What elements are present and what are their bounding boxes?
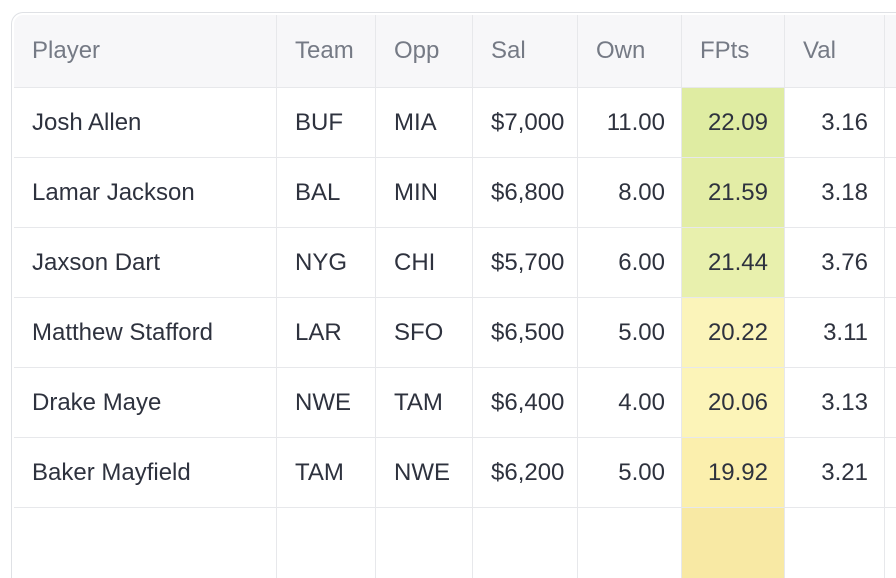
- column-header-player[interactable]: Player: [14, 15, 277, 88]
- column-header-opp[interactable]: Opp: [376, 15, 473, 88]
- cell-ownership: 11.00: [578, 88, 682, 158]
- cell-val: 3.13: [785, 368, 885, 438]
- cell-extra: [885, 158, 896, 228]
- cell-player: Drake Maye: [14, 368, 277, 438]
- cell-fpts: 22.09: [682, 88, 785, 158]
- cell-ownership: 8.00: [578, 158, 682, 228]
- table-row[interactable]: Baker Mayfield TAM NWE $6,200 5.00 19.92…: [14, 438, 896, 508]
- cell-fpts: 21.44: [682, 228, 785, 298]
- table-row[interactable]: Lamar Jackson BAL MIN $6,800 8.00 21.59 …: [14, 158, 896, 228]
- table-row[interactable]: Josh Allen BUF MIA $7,000 11.00 22.09 3.…: [14, 88, 896, 158]
- cell-val: 3.16: [785, 88, 885, 158]
- cell-salary: $6,800: [473, 158, 578, 228]
- cell-fpts: 20.06: [682, 368, 785, 438]
- cell-salary: $6,200: [473, 438, 578, 508]
- cell-player: Jaxson Dart: [14, 228, 277, 298]
- cell-player: Josh Allen: [14, 88, 277, 158]
- cell-salary: $6,400: [473, 368, 578, 438]
- cell-opp: [376, 508, 473, 578]
- table-row[interactable]: Jaxson Dart NYG CHI $5,700 6.00 21.44 3.…: [14, 228, 896, 298]
- cell-val: 3.18: [785, 158, 885, 228]
- cell-ownership: 6.00: [578, 228, 682, 298]
- cell-player: Lamar Jackson: [14, 158, 277, 228]
- column-header-own[interactable]: Own: [578, 15, 682, 88]
- cell-player: Matthew Stafford: [14, 298, 277, 368]
- cell-ownership: 4.00: [578, 368, 682, 438]
- cell-val: 3.21: [785, 438, 885, 508]
- cell-opp: NWE: [376, 438, 473, 508]
- cell-fpts: [682, 508, 785, 578]
- table-header-row: Player Team Opp Sal Own FPts Val: [14, 15, 896, 88]
- cell-extra: [885, 438, 896, 508]
- cell-opp: TAM: [376, 368, 473, 438]
- cell-val: [785, 508, 885, 578]
- cell-opp: SFO: [376, 298, 473, 368]
- column-header-extra: [885, 15, 896, 88]
- table-row[interactable]: Drake Maye NWE TAM $6,400 4.00 20.06 3.1…: [14, 368, 896, 438]
- cell-salary: $7,000: [473, 88, 578, 158]
- cell-team: TAM: [277, 438, 376, 508]
- cell-fpts: 21.59: [682, 158, 785, 228]
- cell-extra: [885, 368, 896, 438]
- column-header-salary[interactable]: Sal: [473, 15, 578, 88]
- cell-ownership: 5.00: [578, 438, 682, 508]
- cell-fpts: 20.22: [682, 298, 785, 368]
- cell-team: NWE: [277, 368, 376, 438]
- cell-extra: [885, 88, 896, 158]
- cell-player: Baker Mayfield: [14, 438, 277, 508]
- cell-val: 3.76: [785, 228, 885, 298]
- table-row[interactable]: Matthew Stafford LAR SFO $6,500 5.00 20.…: [14, 298, 896, 368]
- cell-val: 3.11: [785, 298, 885, 368]
- cell-opp: CHI: [376, 228, 473, 298]
- player-projections-table: Player Team Opp Sal Own FPts Val Josh Al…: [14, 15, 896, 578]
- column-header-team[interactable]: Team: [277, 15, 376, 88]
- cell-extra: [885, 298, 896, 368]
- cell-team: LAR: [277, 298, 376, 368]
- column-header-val[interactable]: Val: [785, 15, 885, 88]
- column-header-fpts[interactable]: FPts: [682, 15, 785, 88]
- cell-extra: [885, 228, 896, 298]
- cell-team: NYG: [277, 228, 376, 298]
- cell-salary: $6,500: [473, 298, 578, 368]
- cell-fpts: 19.92: [682, 438, 785, 508]
- cell-opp: MIN: [376, 158, 473, 228]
- cell-salary: $5,700: [473, 228, 578, 298]
- cell-opp: MIA: [376, 88, 473, 158]
- player-table-card: Player Team Opp Sal Own FPts Val Josh Al…: [11, 12, 896, 578]
- cell-extra: [885, 508, 896, 578]
- cell-team: [277, 508, 376, 578]
- table-row[interactable]: [14, 508, 896, 578]
- cell-team: BUF: [277, 88, 376, 158]
- cell-player: [14, 508, 277, 578]
- cell-ownership: 5.00: [578, 298, 682, 368]
- cell-salary: [473, 508, 578, 578]
- cell-ownership: [578, 508, 682, 578]
- cell-team: BAL: [277, 158, 376, 228]
